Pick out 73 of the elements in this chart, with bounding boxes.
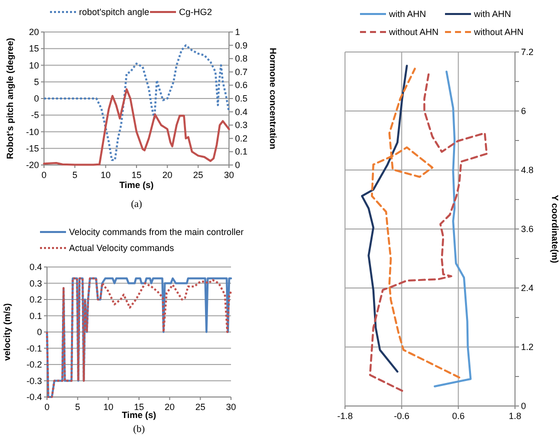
y-tick-label: 0.4 <box>29 262 42 272</box>
y2-tick-label: 0.6 <box>235 80 248 90</box>
line-series <box>369 70 488 392</box>
y2-tick-label: 2.4 <box>521 283 534 293</box>
x-tick-label: 20 <box>162 170 172 180</box>
y2-tick-label: 1.2 <box>521 342 534 352</box>
x-tick-label: 1.8 <box>508 411 522 421</box>
x-tick-label: 5 <box>75 402 80 412</box>
legend-label: without AHN <box>388 27 439 37</box>
y2-tick-label: 4.8 <box>521 165 534 175</box>
x-tick-label: 20 <box>164 402 175 412</box>
y-tick-label: 20 <box>28 27 39 37</box>
y2-tick-label: 7.2 <box>521 47 534 57</box>
y-tick-label: 0 <box>36 327 42 337</box>
y-tick-label: 0.3 <box>29 278 42 288</box>
legend-label: without AHN <box>473 27 524 37</box>
text: (a) <box>130 199 142 210</box>
line-series <box>361 64 408 373</box>
x-tick-label: 15 <box>134 402 144 412</box>
y-tick-label: 0.2 <box>29 294 42 304</box>
y-tick-label: 15 <box>28 44 39 54</box>
y2-tick-label: 0.4 <box>235 106 248 117</box>
y-axis-title: Robot's pitch angle (degree) <box>5 38 15 160</box>
x-tick-label: 0 <box>44 402 50 412</box>
y2-axis-title: Y coordinate(m) <box>550 194 560 264</box>
y-tick-label: -10 <box>26 126 39 137</box>
y-axis-title: velocity (m/s) <box>2 303 12 361</box>
x-tick-label: -1.8 <box>337 411 353 421</box>
x-tick-label: 0.6 <box>452 411 465 421</box>
y2-axis-title: Hormone concentration <box>268 48 278 150</box>
y-tick-label: -5 <box>30 110 39 120</box>
y2-tick-label: 0.2 <box>235 133 248 144</box>
y-tick-label: -15 <box>26 143 39 154</box>
y2-tick-label: 6 <box>521 106 526 116</box>
line-series <box>434 70 472 388</box>
x-tick-label: -0.6 <box>394 411 410 421</box>
x-tick-label: 10 <box>103 402 114 412</box>
legend-label: Velocity commands from the main controller <box>69 227 244 237</box>
legend-label: Actual Velocity commands <box>69 243 175 253</box>
y2-tick-label: 0.1 <box>235 146 248 157</box>
y-tick-label: -0.4 <box>26 392 42 402</box>
x-axis-title: Time (s) <box>122 410 156 420</box>
x-tick-label: 30 <box>226 402 236 412</box>
y-tick-label: -20 <box>26 160 39 170</box>
y-tick-label: -0.1 <box>26 343 42 354</box>
legend-label: with AHN <box>473 9 512 19</box>
x-axis-title: Time (s) <box>119 180 154 190</box>
y-tick-label: -0.2 <box>26 360 42 370</box>
line-series <box>370 68 460 378</box>
legend-label: Cg-HG2 <box>179 7 212 17</box>
y-tick-label: 0 <box>34 94 39 104</box>
x-tick-label: 10 <box>100 170 111 180</box>
y2-tick-label: 0.9 <box>235 40 248 50</box>
line-series <box>43 44 230 162</box>
y-tick-label: -0.3 <box>26 376 42 386</box>
text: (b) <box>133 424 145 435</box>
x-tick-label: 30 <box>224 170 234 180</box>
y2-tick-label: 0.5 <box>235 94 248 104</box>
y2-tick-label: 0.3 <box>235 120 248 130</box>
y-tick-label: 10 <box>28 60 39 70</box>
y-tick-label: 5 <box>34 76 39 87</box>
x-tick-label: 5 <box>72 170 78 180</box>
x-tick-label: 25 <box>193 170 204 180</box>
y2-tick-label: 0 <box>235 160 240 170</box>
legend-label: with AHN <box>388 9 426 19</box>
x-tick-label: 15 <box>131 170 142 180</box>
legend-label: robot'spitch angle <box>79 7 150 17</box>
y2-tick-label: 0.7 <box>235 66 248 77</box>
x-tick-label: 25 <box>195 402 206 412</box>
y2-tick-label: 0.8 <box>235 54 248 64</box>
y2-tick-label: 3.6 <box>521 224 534 234</box>
y-tick-label: 0.1 <box>29 310 42 321</box>
y2-tick-label: 1 <box>235 27 240 37</box>
